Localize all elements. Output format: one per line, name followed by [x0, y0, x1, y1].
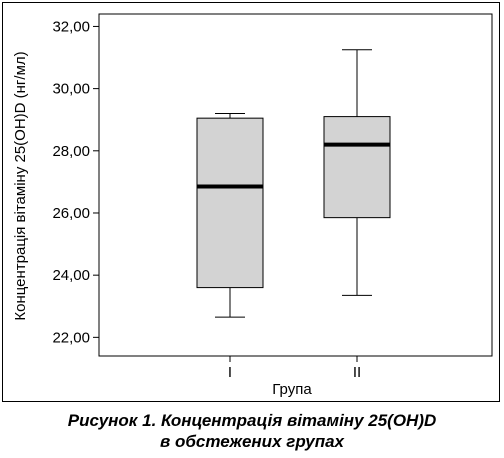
figure-caption: Рисунок 1. Концентрація вітаміну 25(OH)D…	[0, 410, 504, 452]
caption-line-2: в обстежених групах	[159, 432, 345, 451]
iqr-box	[323, 116, 391, 219]
y-tick-label: 22,00	[52, 329, 90, 346]
box-group-II	[323, 49, 391, 296]
y-axis-label: Концентрація вітаміну 25(OH)D (нг/мл)	[12, 51, 29, 320]
y-tick-label: 26,00	[52, 205, 90, 222]
y-tick-label: 30,00	[52, 81, 90, 98]
iqr-box	[196, 117, 264, 289]
boxes	[196, 49, 391, 318]
x-axis: I II	[228, 356, 361, 381]
y-tick-label: 28,00	[52, 143, 90, 160]
x-axis-label: Група	[272, 381, 312, 398]
y-axis: 22,00 24,00 26,00 28,00 30,00 32,00	[52, 18, 99, 346]
x-tick-label: II	[353, 364, 361, 381]
y-tick-label: 24,00	[52, 267, 90, 284]
caption-line-1: Рисунок 1. Концентрація вітаміну 25(OH)D	[67, 411, 437, 430]
plot-area	[98, 13, 493, 357]
y-tick-label: 32,00	[52, 18, 90, 35]
x-tick-label: I	[228, 364, 232, 381]
box-group-I	[196, 112, 264, 318]
